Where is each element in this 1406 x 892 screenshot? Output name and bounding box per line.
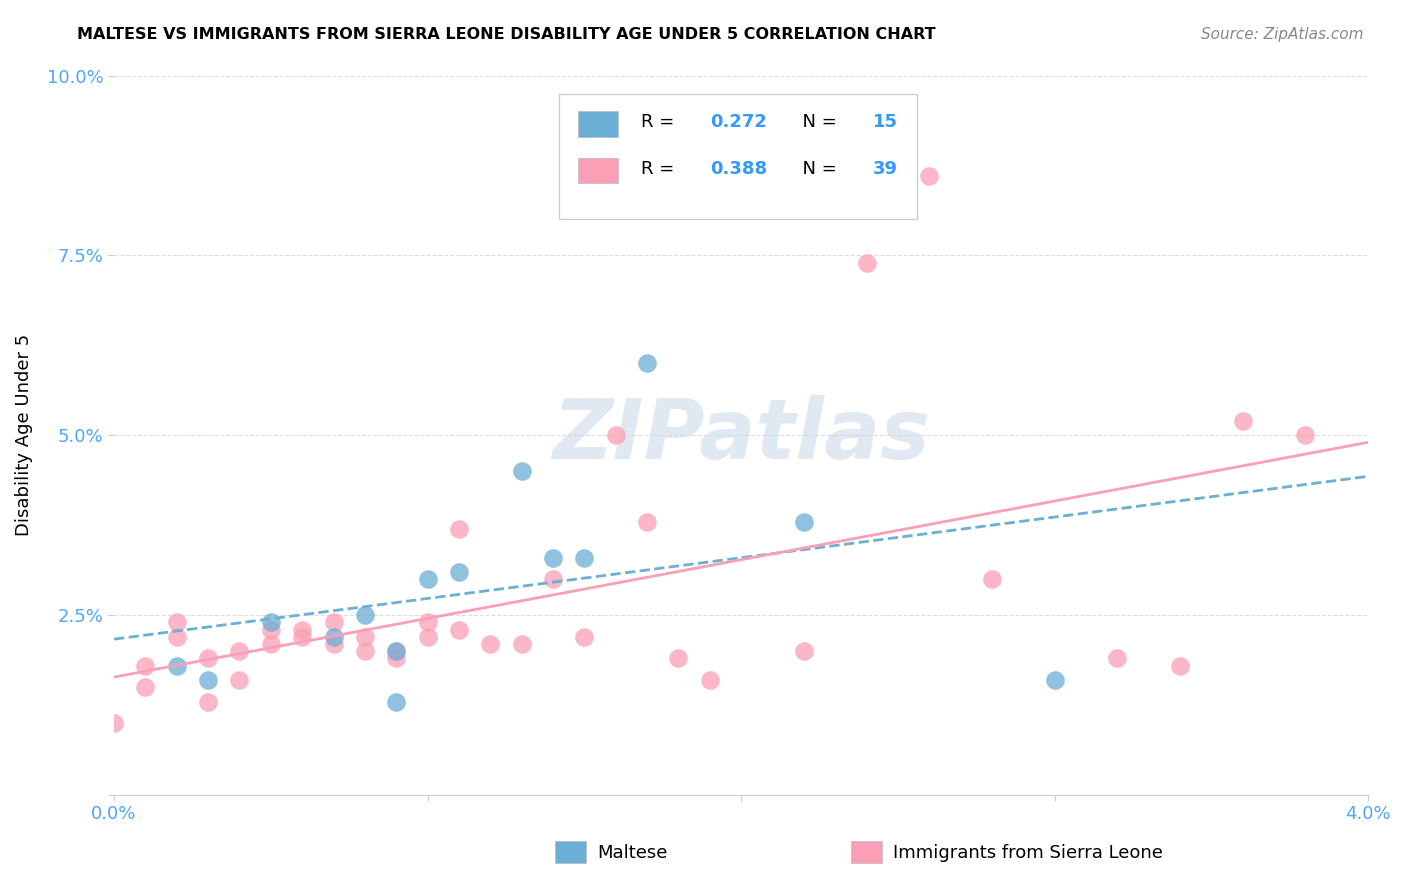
- Point: [510, 637, 533, 651]
- Text: R =: R =: [641, 160, 679, 178]
- Point: [541, 572, 564, 586]
- Point: [1168, 658, 1191, 673]
- Point: [793, 515, 815, 529]
- Point: [668, 651, 690, 665]
- Text: Maltese: Maltese: [598, 844, 668, 862]
- FancyBboxPatch shape: [578, 112, 619, 136]
- Point: [1295, 428, 1317, 442]
- Text: 0.388: 0.388: [710, 160, 766, 178]
- Point: [447, 522, 470, 536]
- Text: 39: 39: [873, 160, 898, 178]
- Point: [134, 680, 156, 694]
- Point: [260, 623, 283, 637]
- Y-axis label: Disability Age Under 5: Disability Age Under 5: [15, 334, 32, 536]
- Point: [981, 572, 1004, 586]
- Point: [416, 630, 439, 644]
- Text: 0.272: 0.272: [710, 113, 766, 131]
- Text: N =: N =: [792, 113, 842, 131]
- Point: [166, 615, 188, 630]
- Point: [636, 515, 658, 529]
- Point: [197, 673, 219, 687]
- Text: ZIPatlas: ZIPatlas: [553, 395, 929, 475]
- Point: [1043, 673, 1066, 687]
- Point: [447, 565, 470, 579]
- Text: MALTESE VS IMMIGRANTS FROM SIERRA LEONE DISABILITY AGE UNDER 5 CORRELATION CHART: MALTESE VS IMMIGRANTS FROM SIERRA LEONE …: [77, 27, 936, 42]
- Point: [416, 615, 439, 630]
- Point: [510, 464, 533, 478]
- Point: [103, 716, 125, 731]
- Point: [291, 623, 314, 637]
- Point: [605, 428, 627, 442]
- Point: [228, 644, 250, 658]
- Point: [134, 658, 156, 673]
- Point: [699, 673, 721, 687]
- Point: [354, 630, 377, 644]
- Point: [479, 637, 502, 651]
- Point: [385, 694, 408, 708]
- Point: [322, 615, 344, 630]
- FancyBboxPatch shape: [560, 94, 917, 219]
- Point: [918, 169, 941, 184]
- Point: [354, 608, 377, 623]
- Text: R =: R =: [641, 113, 679, 131]
- Point: [416, 572, 439, 586]
- Point: [385, 644, 408, 658]
- Text: Source: ZipAtlas.com: Source: ZipAtlas.com: [1201, 27, 1364, 42]
- Point: [166, 630, 188, 644]
- FancyBboxPatch shape: [578, 158, 619, 184]
- Point: [574, 630, 596, 644]
- Point: [636, 356, 658, 370]
- Point: [574, 550, 596, 565]
- Text: 15: 15: [873, 113, 898, 131]
- Text: N =: N =: [792, 160, 842, 178]
- Point: [322, 630, 344, 644]
- Point: [197, 651, 219, 665]
- Point: [385, 644, 408, 658]
- Point: [793, 644, 815, 658]
- Point: [228, 673, 250, 687]
- Point: [354, 644, 377, 658]
- Point: [541, 550, 564, 565]
- Point: [385, 651, 408, 665]
- Point: [166, 658, 188, 673]
- Point: [322, 637, 344, 651]
- Point: [291, 630, 314, 644]
- Point: [197, 694, 219, 708]
- Point: [855, 255, 877, 269]
- Text: Immigrants from Sierra Leone: Immigrants from Sierra Leone: [893, 844, 1163, 862]
- Point: [1107, 651, 1129, 665]
- Point: [260, 637, 283, 651]
- Point: [260, 615, 283, 630]
- Point: [1232, 414, 1254, 428]
- Point: [447, 623, 470, 637]
